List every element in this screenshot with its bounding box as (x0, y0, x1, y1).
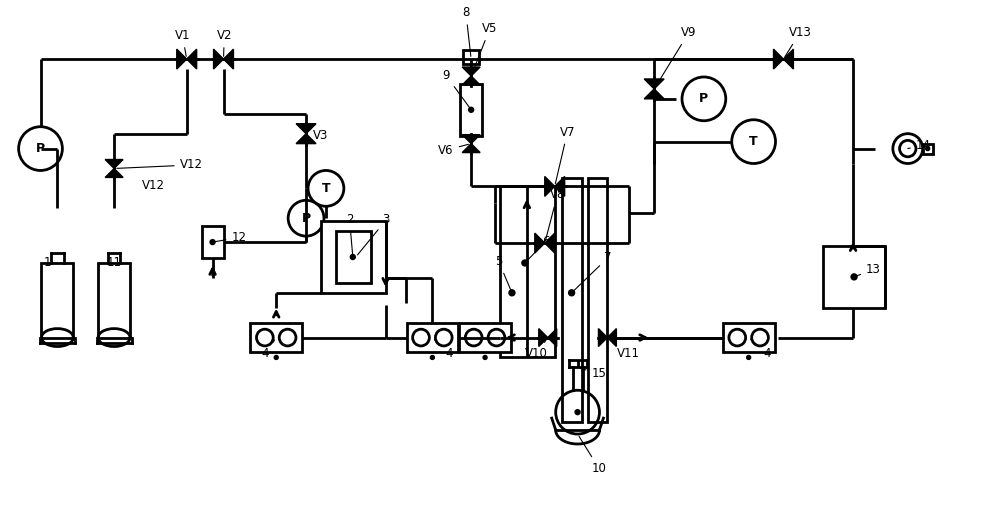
Polygon shape (598, 329, 607, 346)
Text: P: P (301, 212, 311, 225)
Circle shape (851, 274, 857, 280)
Polygon shape (535, 233, 545, 253)
Circle shape (483, 356, 487, 360)
Text: 4: 4 (751, 340, 771, 361)
Text: V2: V2 (217, 29, 232, 56)
Text: 14: 14 (908, 139, 931, 151)
Text: 5: 5 (495, 255, 511, 290)
Text: 10: 10 (579, 437, 606, 475)
Bar (321, 221, 386, 293)
Text: T: T (749, 135, 758, 148)
Polygon shape (187, 49, 197, 69)
Text: V7: V7 (555, 126, 575, 184)
Text: 12: 12 (215, 231, 246, 244)
Bar (41, 263, 73, 338)
Polygon shape (774, 49, 783, 69)
Bar (562, 179, 582, 422)
Text: V8: V8 (545, 188, 565, 241)
Circle shape (469, 107, 474, 112)
Polygon shape (783, 49, 793, 69)
Circle shape (926, 147, 930, 151)
Text: P: P (699, 92, 708, 105)
Polygon shape (177, 49, 187, 69)
Text: V11: V11 (610, 339, 640, 361)
Bar (460, 84, 482, 135)
Polygon shape (105, 160, 123, 168)
Circle shape (575, 410, 580, 415)
Text: 15: 15 (580, 367, 606, 380)
Polygon shape (462, 76, 480, 85)
Bar (407, 323, 458, 352)
Text: 4: 4 (434, 340, 453, 361)
Polygon shape (224, 49, 233, 69)
Circle shape (430, 356, 434, 360)
Bar (250, 323, 302, 352)
Polygon shape (545, 233, 555, 253)
Text: V10: V10 (525, 340, 548, 361)
Text: 8: 8 (462, 6, 471, 56)
Text: T: T (322, 182, 330, 195)
Text: 9: 9 (442, 69, 470, 108)
Circle shape (210, 240, 215, 245)
Circle shape (274, 356, 278, 360)
Bar (459, 323, 511, 352)
Text: V3: V3 (306, 129, 328, 142)
Bar (500, 186, 555, 358)
Polygon shape (462, 135, 480, 144)
Polygon shape (296, 134, 316, 144)
Text: 11: 11 (107, 256, 122, 269)
Polygon shape (462, 144, 480, 152)
Bar (202, 226, 224, 258)
Bar (923, 144, 933, 153)
Circle shape (569, 290, 575, 296)
Text: 1: 1 (44, 256, 51, 269)
Circle shape (747, 356, 751, 360)
Bar (823, 246, 885, 308)
Text: 3: 3 (358, 213, 390, 255)
Bar (588, 179, 607, 422)
Text: 7: 7 (574, 251, 612, 291)
Polygon shape (462, 67, 480, 76)
Text: 4: 4 (261, 340, 275, 361)
Polygon shape (214, 49, 224, 69)
Text: 13: 13 (857, 263, 881, 276)
Text: P: P (36, 142, 45, 155)
Polygon shape (545, 176, 555, 196)
Polygon shape (539, 329, 548, 346)
Bar (336, 231, 371, 283)
Circle shape (509, 290, 515, 296)
Text: V9: V9 (656, 26, 697, 87)
Text: V6: V6 (438, 144, 468, 156)
Bar (723, 323, 775, 352)
Polygon shape (644, 79, 664, 89)
Polygon shape (607, 329, 616, 346)
Polygon shape (548, 329, 557, 346)
Circle shape (522, 260, 528, 266)
Bar (463, 50, 479, 64)
Text: V12: V12 (142, 179, 165, 192)
Text: 6: 6 (527, 235, 549, 261)
Polygon shape (555, 176, 565, 196)
Polygon shape (105, 168, 123, 177)
Text: V5: V5 (472, 22, 497, 73)
Text: V1: V1 (175, 29, 190, 56)
Circle shape (350, 254, 355, 260)
Text: 2: 2 (346, 213, 353, 254)
Polygon shape (644, 89, 664, 99)
Polygon shape (296, 124, 316, 134)
Bar (98, 263, 130, 338)
Text: V12: V12 (117, 159, 203, 171)
Text: V13: V13 (785, 26, 811, 57)
